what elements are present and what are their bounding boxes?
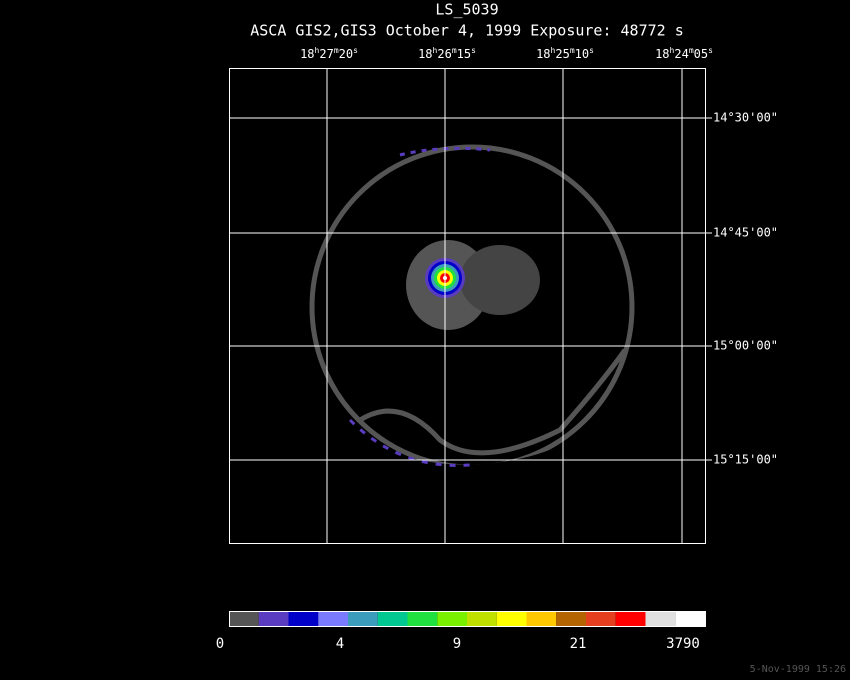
edge-noise — [348, 418, 471, 467]
x-tick-part: 18 — [536, 47, 550, 61]
x-tick-part: 18 — [655, 47, 669, 61]
y-tick-label: 14°30'00" — [713, 111, 778, 125]
field-notch — [358, 348, 628, 456]
chart-title: LS_5039 — [435, 1, 498, 19]
colorbar-segment — [288, 611, 319, 626]
colorbar-tick-label: 9 — [453, 636, 461, 652]
x-tick-part: 18 — [300, 47, 314, 61]
x-tick-part: 15 — [457, 47, 471, 61]
y-tick-label: 14°45'00" — [713, 226, 778, 240]
field-cut — [327, 407, 603, 472]
footer: 5-Nov-1999 15:26 — [750, 664, 846, 675]
colorbar-segment — [556, 611, 586, 626]
y-tick-label: 15°00'00" — [713, 339, 778, 353]
colorbar-tick-label: 0 — [216, 636, 224, 652]
x-tick-part: m — [689, 46, 694, 55]
colorbar-tick-label: 4 — [336, 636, 344, 652]
diffuse — [460, 245, 540, 315]
colorbar-segment — [586, 611, 616, 626]
x-tick-part: 27 — [319, 47, 333, 61]
x-tick-part: s — [589, 46, 594, 55]
x-tick-part: m — [334, 46, 339, 55]
y-tick-label: 15°15'00" — [713, 453, 778, 467]
x-tick-part: 26 — [437, 47, 451, 61]
colorbar-segment — [229, 611, 259, 626]
colorbar-segment — [407, 611, 438, 626]
x-tick-part: s — [353, 46, 358, 55]
x-tick-label: 18h27m20s — [300, 46, 358, 61]
colorbar-segment — [526, 611, 557, 626]
x-tick-part: h — [551, 46, 556, 55]
colorbar-tick-label: 21 — [570, 636, 587, 652]
x-tick-part: 18 — [418, 47, 432, 61]
plot-frame — [229, 68, 706, 544]
colorbar-segment — [615, 611, 646, 626]
colorbar-frame — [229, 611, 706, 627]
x-tick-label: 18h25m10s — [536, 46, 594, 61]
x-tick-part: s — [708, 46, 713, 55]
colorbar-segment — [348, 611, 378, 626]
x-tick-part: 10 — [575, 47, 589, 61]
chart-subtitle: ASCA GIS2,GIS3 October 4, 1999 Exposure:… — [250, 22, 683, 40]
colorbar-segment — [258, 611, 289, 626]
colorbar-segment — [496, 611, 527, 626]
colorbar-segment — [318, 611, 348, 626]
x-tick-part: h — [315, 46, 320, 55]
x-tick-part: 05 — [694, 47, 708, 61]
colorbar-segment — [675, 611, 705, 626]
x-tick-part: m — [452, 46, 457, 55]
x-tick-part: 24 — [674, 47, 688, 61]
x-tick-part: m — [570, 46, 575, 55]
colorbar-segment — [645, 611, 676, 626]
colorbar-segment — [377, 611, 408, 626]
colorbar-segment — [437, 611, 467, 626]
colorbar-segment — [467, 611, 497, 626]
edge-noise — [399, 146, 491, 157]
x-tick-part: 25 — [555, 47, 569, 61]
x-tick-part: 20 — [339, 47, 353, 61]
x-tick-part: h — [433, 46, 438, 55]
x-tick-part: s — [471, 46, 476, 55]
colorbar-tick-label: 3790 — [666, 636, 700, 652]
x-tick-label: 18h24m05s — [655, 46, 713, 61]
x-tick-part: h — [670, 46, 675, 55]
x-tick-label: 18h26m15s — [418, 46, 476, 61]
